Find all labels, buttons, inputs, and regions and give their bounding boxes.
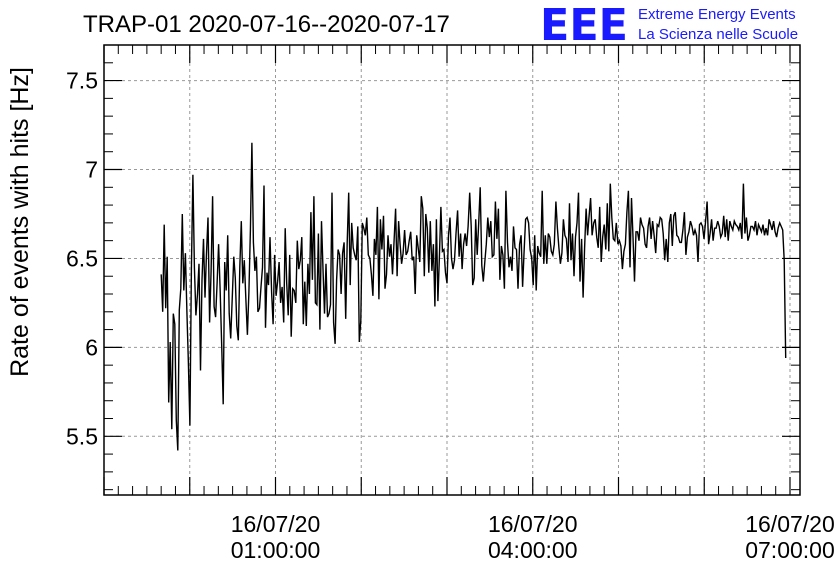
x-tick-label-date: 16/07/20 <box>745 511 835 537</box>
y-tick-label: 7.5 <box>66 68 98 94</box>
chart-title: TRAP-01 2020-07-16--2020-07-17 <box>83 11 450 38</box>
x-tick-label-date: 16/07/20 <box>488 511 578 537</box>
org-name-line: Extreme Energy Events <box>638 6 796 23</box>
x-tick-label-date: 16/07/20 <box>231 511 321 537</box>
y-axis-label: Rate of events with hits [Hz] <box>6 67 34 377</box>
y-tick-label: 7 <box>85 157 98 183</box>
x-tick-label-time: 04:00:00 <box>488 537 578 563</box>
y-tick-label: 6 <box>85 334 98 360</box>
plot-frame <box>103 44 801 496</box>
x-tick-label-time: 07:00:00 <box>745 537 835 563</box>
eee-logo: EEE <box>540 0 628 51</box>
rate-series-line <box>160 142 787 451</box>
axis-ticks <box>103 44 800 495</box>
x-tick-label-time: 01:00:00 <box>231 537 321 563</box>
y-tick-label: 6.5 <box>66 245 98 271</box>
y-tick-labels: 5.5 6 6.5 7 7.5 <box>66 68 98 450</box>
y-tick-label: 5.5 <box>66 423 98 449</box>
org-motto-line: La Scienza nelle Scuole <box>638 26 798 43</box>
x-tick-labels: 16/07/2001:00:0016/07/2004:00:0016/07/20… <box>231 511 835 563</box>
